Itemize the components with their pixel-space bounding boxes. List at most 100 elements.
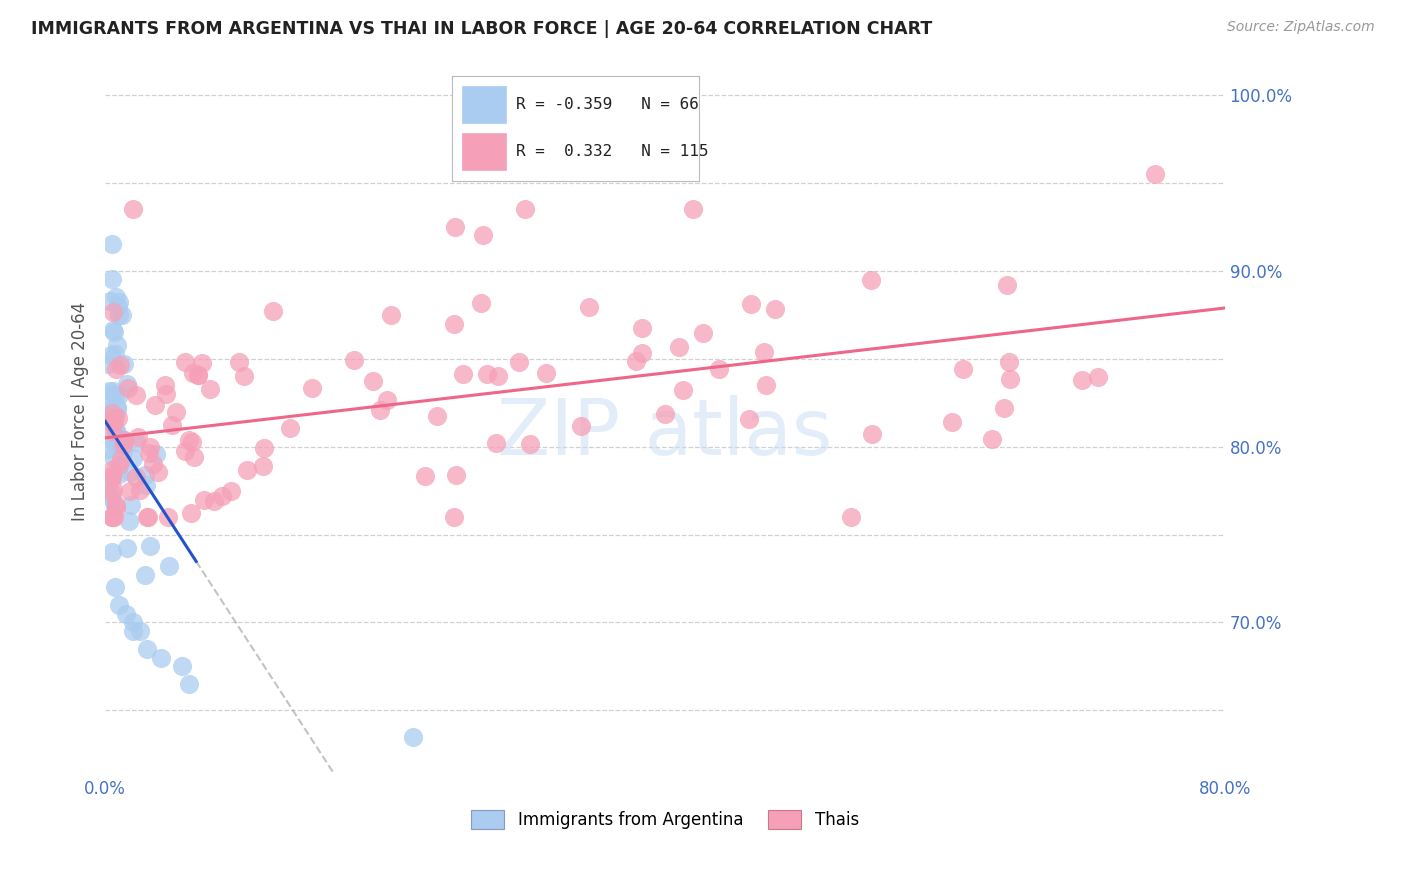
- Point: [513, 202, 536, 216]
- Point: [104, 388, 127, 402]
- Point: [107, 411, 129, 425]
- Point: [134, 467, 156, 482]
- Point: [101, 470, 124, 484]
- Point: [952, 361, 974, 376]
- Point: [740, 297, 762, 311]
- Point: [103, 410, 125, 425]
- Point: [115, 376, 138, 391]
- Point: [253, 442, 276, 456]
- Point: [101, 323, 124, 337]
- Point: [97, 487, 120, 501]
- Point: [995, 278, 1018, 293]
- Point: [120, 498, 142, 512]
- Point: [107, 467, 129, 481]
- Point: [101, 510, 124, 524]
- Point: [443, 317, 465, 331]
- Point: [368, 402, 391, 417]
- Point: [118, 466, 141, 480]
- Point: [738, 411, 761, 425]
- Point: [228, 355, 250, 369]
- Point: [860, 273, 883, 287]
- Point: [98, 412, 121, 426]
- Point: [98, 384, 121, 399]
- Point: [763, 301, 786, 316]
- Point: [101, 237, 124, 252]
- Point: [252, 459, 274, 474]
- Point: [143, 398, 166, 412]
- Point: [120, 484, 142, 499]
- Point: [860, 427, 883, 442]
- Point: [380, 308, 402, 322]
- Point: [136, 641, 159, 656]
- Point: [101, 482, 124, 496]
- Point: [173, 354, 195, 368]
- Point: [571, 419, 593, 434]
- Point: [150, 650, 173, 665]
- Point: [101, 411, 124, 425]
- Point: [100, 491, 122, 506]
- Point: [486, 369, 509, 384]
- Point: [108, 388, 131, 402]
- Point: [107, 433, 129, 447]
- Point: [1087, 370, 1109, 384]
- Point: [444, 467, 467, 482]
- Point: [125, 469, 148, 483]
- Point: [103, 416, 125, 430]
- Point: [193, 492, 215, 507]
- Point: [129, 624, 152, 639]
- Point: [129, 483, 152, 497]
- Text: Source: ZipAtlas.com: Source: ZipAtlas.com: [1227, 20, 1375, 34]
- Point: [413, 469, 436, 483]
- Point: [108, 358, 131, 372]
- Point: [101, 272, 124, 286]
- Point: [630, 320, 652, 334]
- Point: [668, 340, 690, 354]
- Point: [138, 445, 160, 459]
- Point: [101, 463, 124, 477]
- Point: [105, 402, 128, 417]
- Point: [472, 228, 495, 243]
- Point: [402, 730, 425, 744]
- Point: [108, 308, 131, 322]
- Point: [692, 326, 714, 340]
- Point: [97, 414, 120, 428]
- Point: [180, 507, 202, 521]
- Point: [630, 346, 652, 360]
- Point: [127, 430, 149, 444]
- Point: [156, 510, 179, 524]
- Point: [105, 290, 128, 304]
- Point: [104, 426, 127, 441]
- Point: [157, 559, 180, 574]
- Point: [117, 381, 139, 395]
- Point: [101, 510, 124, 524]
- Point: [101, 450, 124, 464]
- Point: [198, 382, 221, 396]
- Point: [108, 598, 131, 612]
- Point: [101, 434, 124, 448]
- Point: [187, 368, 209, 382]
- Point: [444, 219, 467, 234]
- Point: [101, 467, 124, 482]
- Point: [104, 498, 127, 512]
- Point: [112, 433, 135, 447]
- Point: [104, 580, 127, 594]
- Point: [998, 355, 1021, 369]
- Point: [1143, 167, 1166, 181]
- Point: [125, 435, 148, 450]
- Point: [477, 367, 499, 381]
- Point: [980, 432, 1002, 446]
- Point: [485, 436, 508, 450]
- Point: [654, 407, 676, 421]
- Point: [233, 369, 256, 384]
- Point: [101, 384, 124, 399]
- Point: [180, 435, 202, 450]
- Point: [278, 421, 301, 435]
- Point: [101, 305, 124, 319]
- Point: [426, 409, 449, 424]
- Point: [104, 347, 127, 361]
- Point: [172, 659, 194, 673]
- Point: [179, 433, 201, 447]
- Point: [343, 352, 366, 367]
- Point: [624, 353, 647, 368]
- Point: [672, 383, 695, 397]
